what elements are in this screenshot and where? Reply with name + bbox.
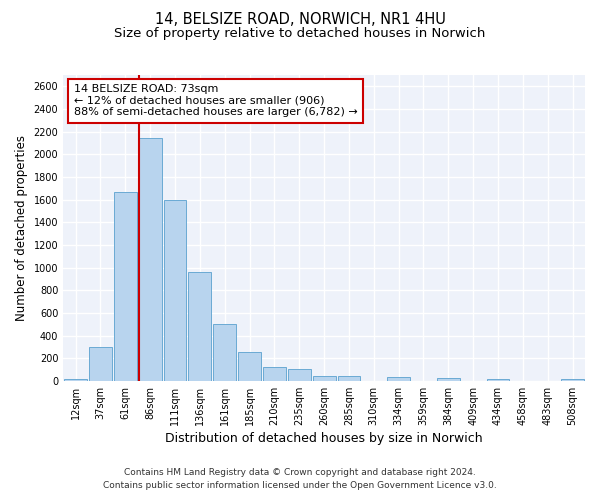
Bar — [338, 376, 361, 381]
Bar — [263, 367, 286, 381]
Y-axis label: Number of detached properties: Number of detached properties — [15, 135, 28, 321]
Bar — [139, 138, 161, 381]
Bar — [114, 192, 137, 381]
Text: Contains HM Land Registry data © Crown copyright and database right 2024.
Contai: Contains HM Land Registry data © Crown c… — [103, 468, 497, 490]
Bar — [188, 272, 211, 381]
Bar — [561, 378, 584, 381]
Bar — [487, 378, 509, 381]
Text: 14, BELSIZE ROAD, NORWICH, NR1 4HU: 14, BELSIZE ROAD, NORWICH, NR1 4HU — [155, 12, 445, 28]
Bar — [164, 200, 187, 381]
Bar — [213, 324, 236, 381]
Bar — [387, 377, 410, 381]
Bar — [64, 378, 87, 381]
X-axis label: Distribution of detached houses by size in Norwich: Distribution of detached houses by size … — [165, 432, 483, 445]
Bar — [313, 376, 335, 381]
Bar — [89, 347, 112, 381]
Text: 14 BELSIZE ROAD: 73sqm
← 12% of detached houses are smaller (906)
88% of semi-de: 14 BELSIZE ROAD: 73sqm ← 12% of detached… — [74, 84, 358, 117]
Text: Size of property relative to detached houses in Norwich: Size of property relative to detached ho… — [115, 28, 485, 40]
Bar — [288, 370, 311, 381]
Bar — [238, 352, 261, 381]
Bar — [437, 378, 460, 381]
